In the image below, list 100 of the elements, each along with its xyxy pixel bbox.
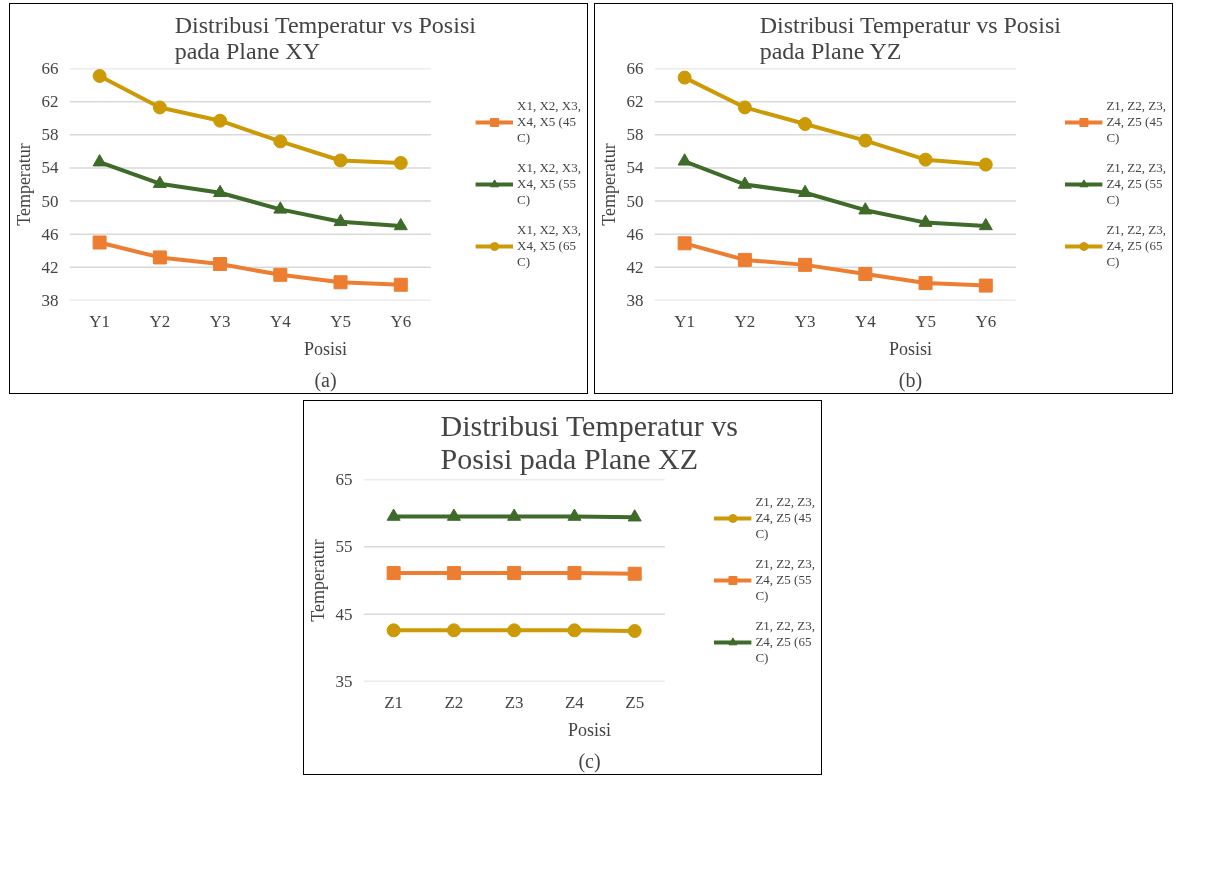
y-tick-label: 65 (335, 470, 353, 489)
x-tick-label: Z5 (625, 692, 645, 712)
x-tick-label: Z4 (564, 692, 585, 712)
x-tick-label: Y1 (89, 311, 111, 331)
x-tick-label: Y2 (734, 311, 756, 331)
legend-label: X1, X2, X3, X4, X5 (55 C) (517, 160, 581, 208)
point (627, 566, 642, 581)
point (918, 152, 933, 167)
point (386, 623, 401, 638)
y-tick-label: 66 (41, 59, 59, 78)
point (92, 68, 107, 83)
point (393, 217, 408, 231)
y-tick-label: 58 (41, 125, 59, 145)
point (798, 117, 813, 131)
point (978, 217, 993, 231)
y-tick-label: 54 (41, 158, 59, 178)
x-axis-title: Posisi (303, 338, 348, 359)
point (627, 624, 642, 638)
point (978, 157, 993, 172)
x-tick-label: Y5 (330, 311, 351, 331)
x-axis-title: Posisi (888, 338, 933, 359)
y-tick-label: 50 (41, 191, 59, 211)
point (213, 184, 228, 198)
legend-label: Z1, Z2, Z3, Z4, Z5 (65 C) (1106, 222, 1166, 270)
legend-label: Z1, Z2, Z3, Z4, Z5 (55 C) (1106, 160, 1166, 208)
x-tick-label: Y3 (794, 311, 816, 331)
point (213, 257, 228, 272)
point (273, 267, 288, 282)
text: (b) (898, 368, 923, 392)
x-tick-label: Z3 (504, 692, 524, 712)
x-tick-label: Z2 (444, 692, 464, 712)
point (393, 277, 408, 292)
point (858, 202, 873, 215)
point (273, 134, 288, 149)
legend-label: X1, X2, X3, X4, X5 (65 C) (517, 222, 581, 270)
point (677, 153, 692, 166)
point (567, 623, 582, 638)
x-tick-label: Y4 (269, 311, 292, 331)
point (446, 623, 461, 638)
y-tick-label: 46 (626, 224, 644, 244)
point (737, 176, 752, 189)
point (152, 175, 167, 188)
point (92, 154, 107, 167)
y-tick-label: 42 (41, 257, 59, 277)
point (213, 113, 228, 128)
y-axis-title: Temperatur (13, 143, 34, 226)
point (737, 100, 752, 115)
y-tick-label: 42 (626, 257, 644, 277)
text: (a) (314, 368, 337, 392)
x-tick-label: Y2 (149, 311, 171, 331)
y-tick-label: 38 (626, 291, 644, 310)
point (446, 566, 461, 581)
point (92, 235, 107, 250)
point (798, 257, 813, 272)
x-tick-label: Y6 (975, 311, 997, 331)
legend-label: Z1, Z2, Z3, Z4, Z5 (45 C) (755, 494, 815, 542)
legend-label: Z1, Z2, Z3, Z4, Z5 (65 C) (755, 618, 815, 666)
x-tick-label: Y3 (209, 311, 231, 331)
x-axis-title: Posisi (567, 719, 612, 740)
legend-label: X1, X2, X3, X4, X5 (45 C) (517, 98, 581, 146)
legend-label: Z1, Z2, Z3, Z4, Z5 (45 C) (1106, 98, 1166, 146)
chart-title: Distribusi Temperatur vs Posisi pada Plane YZ (759, 11, 1062, 64)
point (858, 266, 873, 281)
y-tick-label: 45 (335, 604, 353, 624)
point (507, 623, 522, 638)
point (677, 70, 692, 85)
chart-title: Distribusi Temperatur vs Posisi pada Plane XY (174, 11, 477, 64)
point (152, 250, 167, 265)
point (798, 184, 813, 198)
x-tick-label: Y6 (390, 311, 412, 331)
point (386, 566, 401, 581)
point (737, 252, 752, 267)
y-tick-label: 62 (41, 92, 59, 112)
point (333, 213, 348, 227)
point (152, 100, 167, 115)
point (627, 509, 642, 522)
y-tick-label: 46 (41, 224, 59, 244)
y-axis-title: Temperatur (598, 143, 619, 226)
point (567, 566, 582, 581)
y-tick-label: 35 (335, 672, 353, 691)
legend-label: Z1, Z2, Z3, Z4, Z5 (55 C) (755, 556, 815, 604)
point (386, 508, 401, 521)
y-axis-title: Temperatur (307, 539, 328, 622)
text: (c) (578, 749, 601, 773)
point (918, 276, 933, 291)
point (858, 133, 873, 148)
point (273, 201, 288, 214)
chart-title: Distribusi Temperatur vs Posisi pada Plane XZ (440, 408, 738, 475)
point (918, 214, 933, 227)
x-tick-label: Y4 (854, 311, 877, 331)
y-tick-label: 54 (626, 158, 644, 178)
point (333, 275, 348, 290)
x-tick-label: Z1 (384, 692, 404, 712)
point (507, 508, 522, 521)
y-tick-label: 58 (626, 125, 644, 145)
x-tick-label: Y1 (674, 311, 696, 331)
point (567, 508, 582, 521)
point (677, 236, 692, 251)
point (507, 566, 522, 581)
x-tick-label: Y5 (915, 311, 936, 331)
